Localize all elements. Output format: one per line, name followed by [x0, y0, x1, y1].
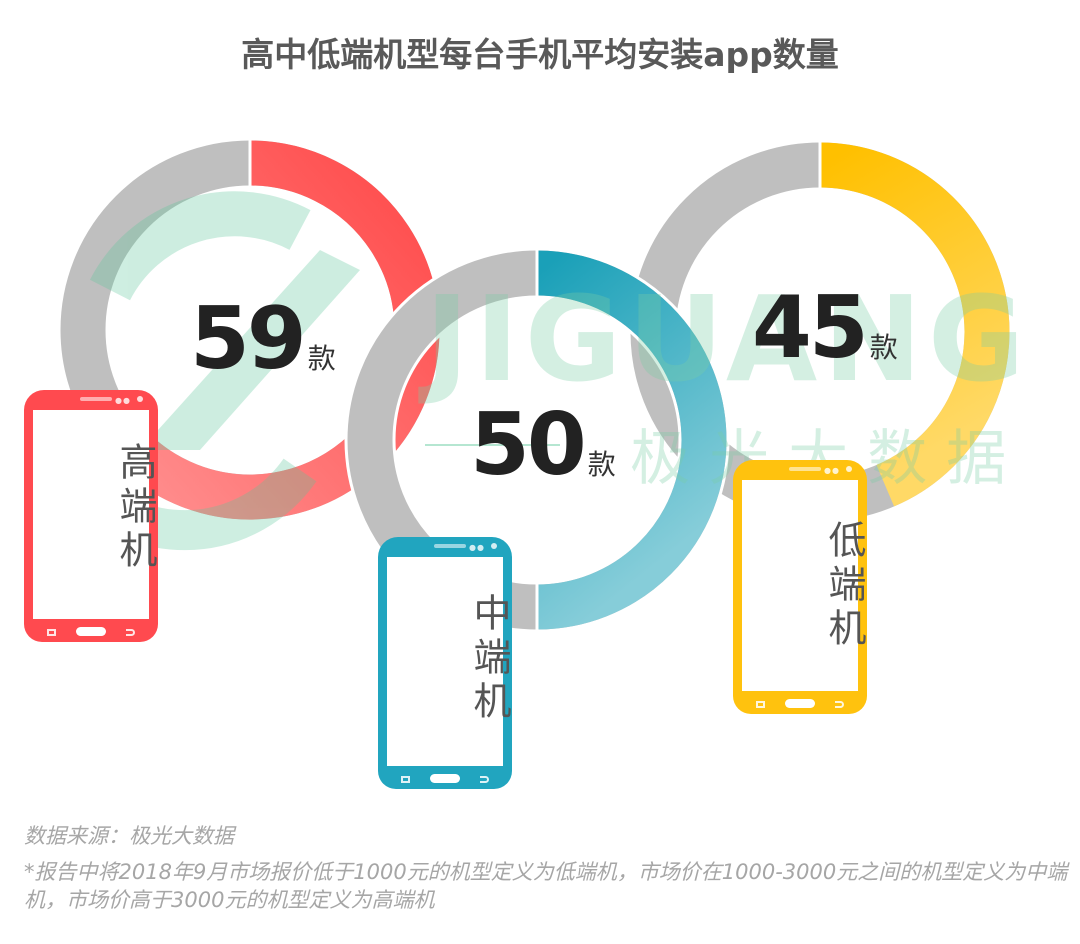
label-mid: 中端机	[467, 593, 511, 725]
label-low: 低端机	[822, 520, 866, 652]
chart-title: 高中低端机型每台手机平均安装app数量	[241, 35, 839, 74]
footnote: *报告中将2018年9月市场报价低于1000元的机型定义为低端机，市场价在100…	[24, 860, 1068, 912]
phone-high: ●● 高端机	[24, 390, 158, 642]
value-mid: 50 款	[470, 395, 616, 495]
ring-mid	[344, 247, 730, 633]
watermark-text: JIGUANG	[425, 270, 1031, 408]
label-high: 高端机	[113, 442, 157, 574]
value-high: 59 款	[190, 289, 336, 389]
phone-mid: ●● 中端机	[378, 537, 512, 789]
value-low: 45 款	[752, 278, 898, 378]
data-source: 数据来源：极光大数据	[24, 824, 234, 848]
phone-low: ●● 低端机	[733, 460, 867, 714]
